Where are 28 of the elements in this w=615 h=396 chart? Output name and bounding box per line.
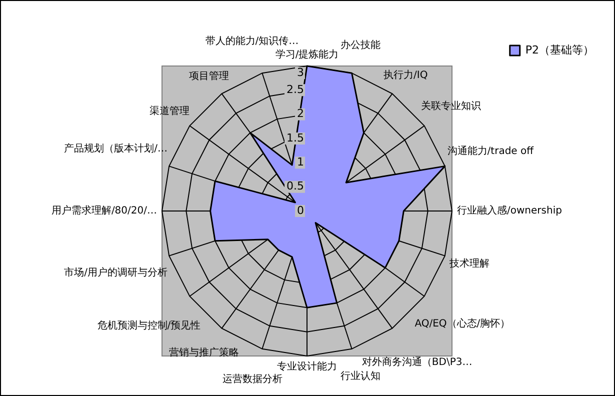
y-tick-label: 2.5 bbox=[286, 83, 304, 96]
y-tick-label: 0.5 bbox=[286, 180, 304, 193]
y-tick-label: 1 bbox=[297, 156, 304, 169]
spoke-label: 执行力/IQ bbox=[384, 68, 428, 81]
y-tick-label: 3 bbox=[297, 66, 304, 79]
spoke-label: 学习/提炼能力 bbox=[275, 48, 339, 61]
spoke-label: 危机预测与控制/预见性 bbox=[97, 319, 201, 332]
spoke-label: 专业设计能力 bbox=[277, 360, 337, 373]
spoke-label: 营销与推广策略 bbox=[168, 346, 239, 359]
y-tick-label: 2 bbox=[297, 107, 304, 120]
y-tick-label: 1.5 bbox=[286, 131, 304, 144]
spoke-label: 带人的能力/知识传… bbox=[205, 35, 299, 48]
spoke-label: 行业融入感/ownership bbox=[456, 204, 562, 217]
spoke-label: 市场/用户的调研与分析 bbox=[64, 266, 168, 279]
spoke-label: 技术理解 bbox=[448, 257, 490, 270]
spoke-label: 对外商务沟通（BD\P3… bbox=[362, 356, 472, 368]
spoke-label: 沟通能力/trade off bbox=[447, 145, 535, 157]
y-tick-label: 0 bbox=[297, 204, 304, 217]
spoke-label: 产品规划（版本计划/… bbox=[64, 142, 168, 154]
spoke-label: 行业认知 bbox=[340, 370, 381, 382]
spoke-label: 运营数据分析 bbox=[222, 372, 282, 385]
spoke-label: 用户需求理解/80/20/… bbox=[51, 204, 158, 217]
spoke-label: 项目管理 bbox=[189, 70, 230, 82]
legend-label: P2（基础等） bbox=[525, 43, 594, 56]
spoke-label: 办公技能 bbox=[340, 39, 381, 52]
spoke-label: 关联专业知识 bbox=[420, 100, 481, 112]
spoke-label: AQ/EQ（心态/胸怀） bbox=[414, 318, 510, 330]
spoke-label: 渠道管理 bbox=[150, 104, 190, 117]
